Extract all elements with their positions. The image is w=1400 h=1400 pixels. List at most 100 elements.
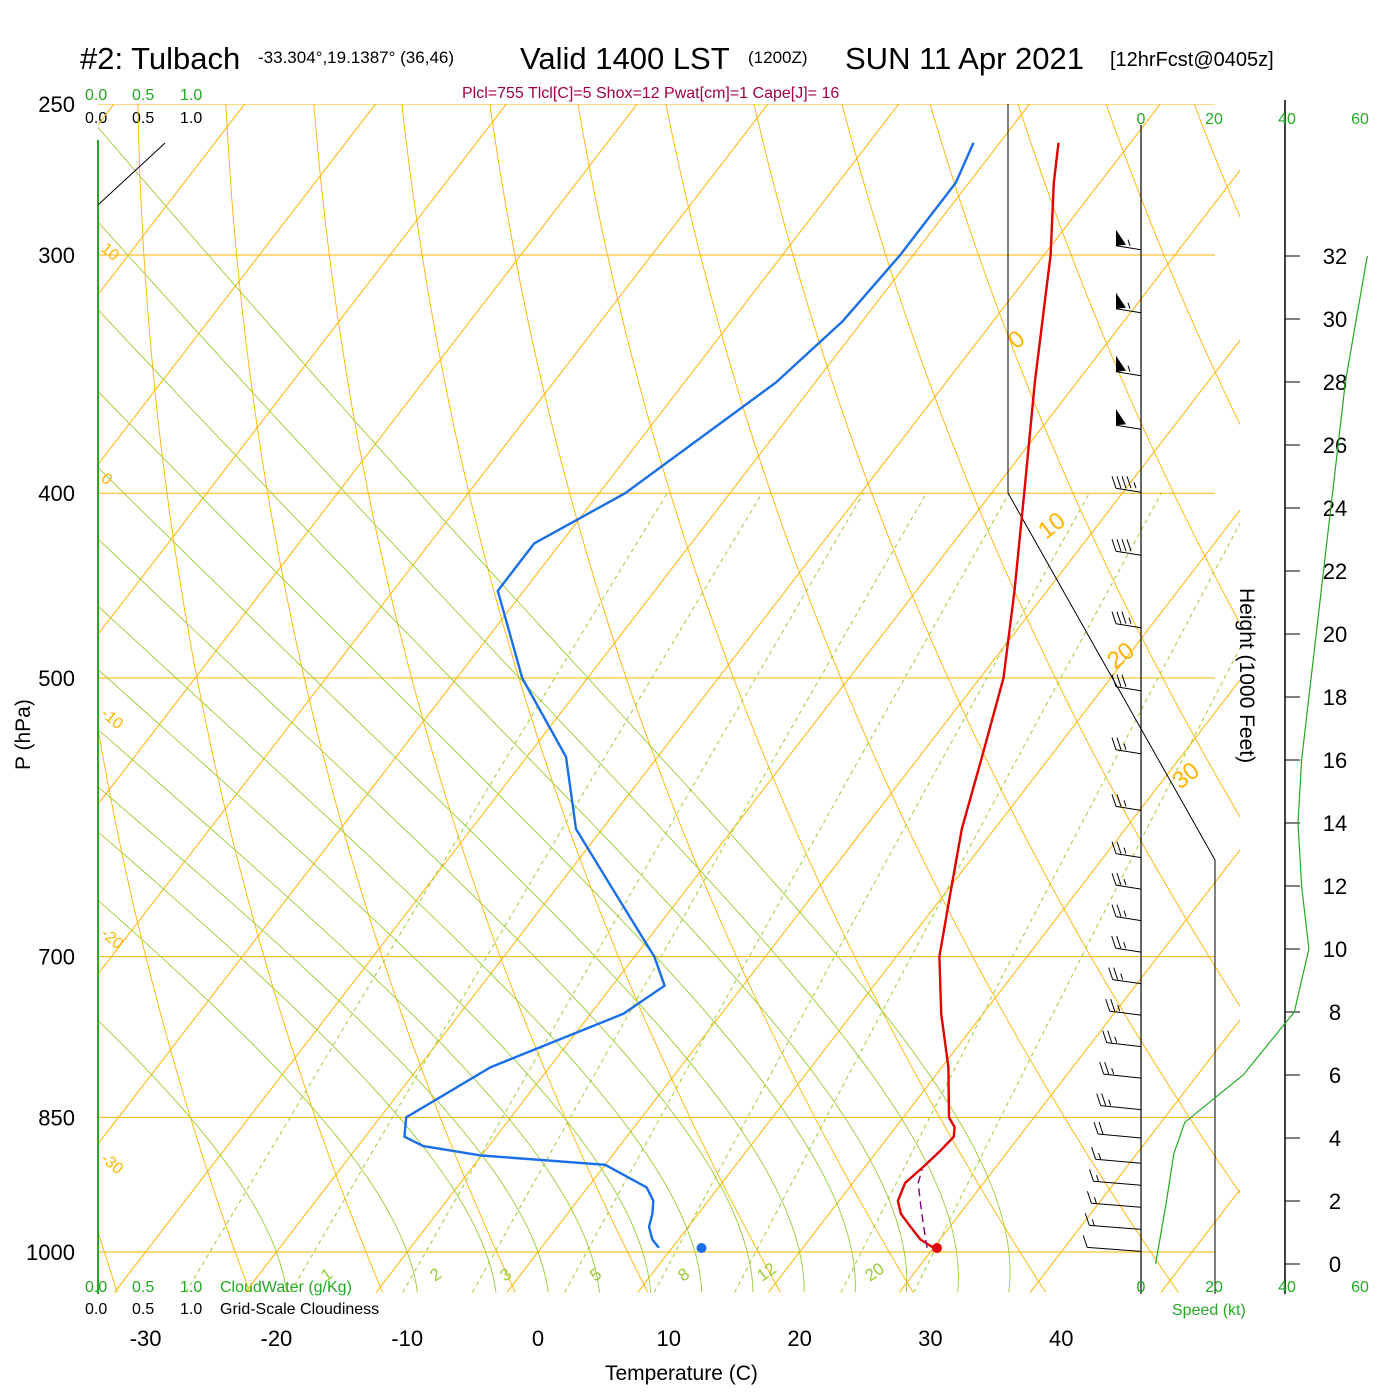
dewpoint-profile (403, 142, 975, 1249)
temperature-tick-label: 40 (1049, 1326, 1073, 1351)
wind-barb (1091, 1147, 1142, 1164)
wind-barb-staff (1115, 884, 1142, 890)
wind-barb-flag (1116, 904, 1122, 917)
height-tick-label: 28 (1323, 370, 1347, 395)
isotherm-label: 30 (1167, 757, 1205, 795)
dry-adiabat-label: 10 (97, 240, 122, 265)
wind-barb-half-flag (1123, 941, 1127, 949)
cloudwater-tick-0: 0.0 (85, 87, 107, 104)
wind-barb-flag (1116, 476, 1122, 489)
wind-barb-staff (1115, 686, 1142, 692)
cloudwater-bottom-tick-1: 0.5 (132, 1279, 154, 1296)
wind-barb-flag (1121, 476, 1127, 489)
isotherm-label: 10 (1033, 507, 1071, 545)
wind-barb (1115, 229, 1142, 251)
station-coords: -33.304°,19.1387° (36,46) (258, 48, 454, 67)
cloudiness-marker (97, 142, 166, 206)
height-tick-label: 0 (1329, 1252, 1341, 1277)
wind-barb-flag (1116, 611, 1122, 624)
dry-adiabat (225, 104, 516, 1293)
wind-barb (1084, 1213, 1142, 1230)
isotherm-line (1160, 1188, 1240, 1293)
moist-adiabat (98, 899, 418, 1293)
height-tick-label: 22 (1323, 559, 1347, 584)
wind-barb-half-flag (1123, 743, 1127, 750)
wind-barb-flag (1110, 998, 1116, 1012)
dry-adiabat (1105, 104, 1240, 426)
pressure-tick-label: 1000 (26, 1240, 75, 1265)
wind-barb (1105, 998, 1142, 1016)
sounding-profiles (403, 142, 1368, 1265)
mixing-ratio-line (734, 492, 1162, 1293)
dry-adiabat (665, 104, 1179, 1293)
dry-adiabat (489, 104, 914, 1293)
wind-barb-staff (1115, 947, 1142, 953)
wind-barb-flag (1126, 539, 1132, 552)
isotherm-line (375, 169, 1240, 1293)
cloudiness-tick-0: 0.0 (85, 110, 107, 127)
wind-barb-staff (1089, 1224, 1142, 1230)
wind-barb (1089, 1169, 1142, 1186)
cloudwater-bottom-tick-0: 0.0 (85, 1279, 107, 1296)
diagram-right-boundary (1007, 104, 1216, 1294)
mixing-ratio-label: 2 (426, 1264, 445, 1285)
isotherm-line (0, 35, 36, 1292)
isotherm-line (768, 679, 1240, 1293)
isotherm-line (244, 104, 1162, 1293)
isotherm-line (114, 104, 1031, 1293)
moist-adiabat (98, 221, 959, 1293)
mixing-ratio-line (290, 492, 763, 1293)
height-tick-label: 2 (1329, 1189, 1341, 1214)
wind-barb-flag (1111, 476, 1117, 489)
dry-adiabat-label: -10 (97, 705, 126, 733)
dry-adiabat (929, 104, 1240, 818)
moist-adiabat (98, 390, 856, 1293)
mixing-ratio-line (653, 492, 1090, 1293)
wind-barb-flag (1107, 1030, 1113, 1043)
wind-barb-half-flag (1120, 973, 1124, 980)
speed-tick-top: 0 (1137, 111, 1146, 128)
wind-barb-half-flag (1096, 1175, 1099, 1182)
wind-barb-half-flag (1127, 239, 1131, 246)
wind-barb-half-flag (1098, 1153, 1102, 1160)
wind-barb-flag (1104, 1061, 1110, 1075)
wind-barb-flag (1111, 904, 1117, 917)
wind-barb (1111, 611, 1142, 629)
wind-barb (1111, 539, 1142, 556)
wind-barb-staff (1093, 1180, 1142, 1186)
wind-barb-flag (1086, 1191, 1092, 1204)
wind-barb-flag (1111, 737, 1117, 750)
wind-barb-flag (1105, 998, 1111, 1012)
dry-adiabat-label: -20 (97, 925, 126, 953)
wind-barb-staff (1115, 550, 1142, 556)
dry-adiabat-label: -30 (97, 1150, 126, 1178)
valid-time: Valid 1400 LST (520, 41, 730, 76)
mixing-ratio-label: 5 (586, 1264, 605, 1285)
mixing-ratio-line (402, 492, 865, 1293)
wind-barb-staff (1091, 1202, 1142, 1208)
isotherm-line (98, 104, 638, 806)
moist-adiabat (98, 668, 652, 1293)
wind-barb-flag (1121, 674, 1127, 687)
wind-barb (1111, 935, 1142, 953)
wind-barb (1111, 841, 1142, 859)
wind-barb-half-flag (1114, 1036, 1118, 1043)
wind-barb-pennant (1116, 355, 1126, 372)
wind-barb-flag (1093, 1121, 1099, 1135)
wind-barb-staff (1106, 1042, 1142, 1048)
height-tick-label: 30 (1323, 307, 1347, 332)
mixing-ratio-line (472, 492, 927, 1293)
wind-barbs (1082, 229, 1142, 1252)
moist-adiabat (98, 466, 805, 1293)
speed-tick-top: 60 (1351, 111, 1369, 128)
wind-barb-half-flag (1123, 878, 1127, 886)
isotherm-line (898, 849, 1240, 1293)
wind-barb-half-flag (1117, 1004, 1121, 1012)
moist-adiabat (98, 538, 754, 1293)
height-tick-label: 24 (1323, 496, 1347, 521)
mixing-ratio-label: 20 (861, 1259, 887, 1285)
isotherm-line (98, 104, 508, 636)
moist-adiabat (98, 831, 497, 1293)
cloudwater-tick-2: 1.0 (180, 87, 202, 104)
